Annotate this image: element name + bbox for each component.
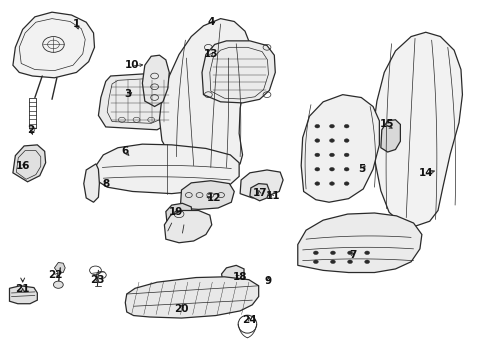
- Circle shape: [344, 139, 349, 142]
- Text: 1: 1: [73, 19, 80, 29]
- Circle shape: [331, 260, 335, 264]
- Circle shape: [315, 125, 320, 128]
- Polygon shape: [98, 72, 177, 130]
- Polygon shape: [373, 32, 463, 226]
- Text: 20: 20: [174, 304, 189, 314]
- Polygon shape: [13, 12, 95, 78]
- Circle shape: [330, 139, 334, 142]
- Polygon shape: [96, 144, 239, 194]
- Circle shape: [344, 153, 349, 157]
- Polygon shape: [164, 211, 212, 243]
- Text: 24: 24: [243, 315, 257, 325]
- Text: 15: 15: [379, 120, 394, 129]
- Polygon shape: [202, 41, 275, 103]
- Text: 7: 7: [349, 250, 356, 260]
- Polygon shape: [143, 55, 169, 107]
- Polygon shape: [13, 145, 46, 182]
- Polygon shape: [301, 95, 379, 202]
- Text: 11: 11: [266, 191, 281, 201]
- Circle shape: [315, 153, 320, 157]
- Text: 14: 14: [418, 168, 433, 178]
- Circle shape: [365, 251, 369, 255]
- Circle shape: [344, 167, 349, 171]
- Text: 21: 21: [15, 284, 30, 294]
- Polygon shape: [9, 286, 37, 304]
- Circle shape: [347, 260, 352, 264]
- Circle shape: [315, 182, 320, 185]
- Circle shape: [365, 260, 369, 264]
- Text: 5: 5: [359, 164, 366, 174]
- Polygon shape: [250, 184, 270, 201]
- Polygon shape: [166, 203, 192, 225]
- Text: 22: 22: [48, 270, 63, 280]
- Circle shape: [314, 251, 318, 255]
- Text: 18: 18: [233, 272, 247, 282]
- Text: 23: 23: [90, 275, 105, 285]
- Circle shape: [330, 167, 334, 171]
- Polygon shape: [29, 128, 35, 132]
- Circle shape: [53, 281, 63, 288]
- Circle shape: [331, 251, 335, 255]
- Circle shape: [344, 182, 349, 185]
- Circle shape: [315, 139, 320, 142]
- Text: 16: 16: [15, 161, 30, 171]
- Text: 13: 13: [203, 49, 218, 59]
- Circle shape: [330, 125, 334, 128]
- Text: 9: 9: [265, 276, 272, 286]
- Polygon shape: [84, 164, 99, 202]
- Text: 8: 8: [102, 179, 109, 189]
- Polygon shape: [221, 265, 244, 286]
- Polygon shape: [381, 120, 400, 152]
- Polygon shape: [298, 213, 422, 273]
- Polygon shape: [159, 19, 250, 170]
- Polygon shape: [180, 181, 234, 210]
- Text: 17: 17: [252, 188, 267, 198]
- Circle shape: [330, 182, 334, 185]
- Text: 3: 3: [124, 89, 131, 99]
- Text: 19: 19: [169, 207, 183, 217]
- Circle shape: [314, 260, 318, 264]
- Polygon shape: [125, 277, 259, 318]
- Circle shape: [330, 153, 334, 157]
- Circle shape: [315, 167, 320, 171]
- Circle shape: [344, 125, 349, 128]
- Text: 10: 10: [124, 60, 139, 70]
- Polygon shape: [240, 170, 283, 198]
- Text: 4: 4: [207, 17, 215, 27]
- Text: 2: 2: [27, 125, 35, 135]
- Polygon shape: [54, 262, 65, 273]
- Text: 6: 6: [122, 146, 129, 156]
- Text: 12: 12: [206, 193, 221, 203]
- Circle shape: [347, 251, 352, 255]
